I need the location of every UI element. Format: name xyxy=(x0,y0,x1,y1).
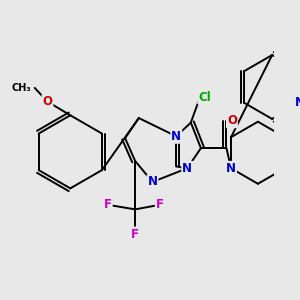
Text: F: F xyxy=(104,198,112,211)
Text: N: N xyxy=(148,176,158,188)
Text: F: F xyxy=(156,198,164,211)
Text: O: O xyxy=(227,114,237,127)
Text: O: O xyxy=(43,95,52,108)
Text: N: N xyxy=(226,162,236,175)
Text: N: N xyxy=(295,97,300,110)
Text: N: N xyxy=(171,130,181,143)
Text: Cl: Cl xyxy=(198,91,211,103)
Text: F: F xyxy=(131,227,139,241)
Text: CH₃: CH₃ xyxy=(11,83,31,93)
Text: N: N xyxy=(182,162,192,175)
